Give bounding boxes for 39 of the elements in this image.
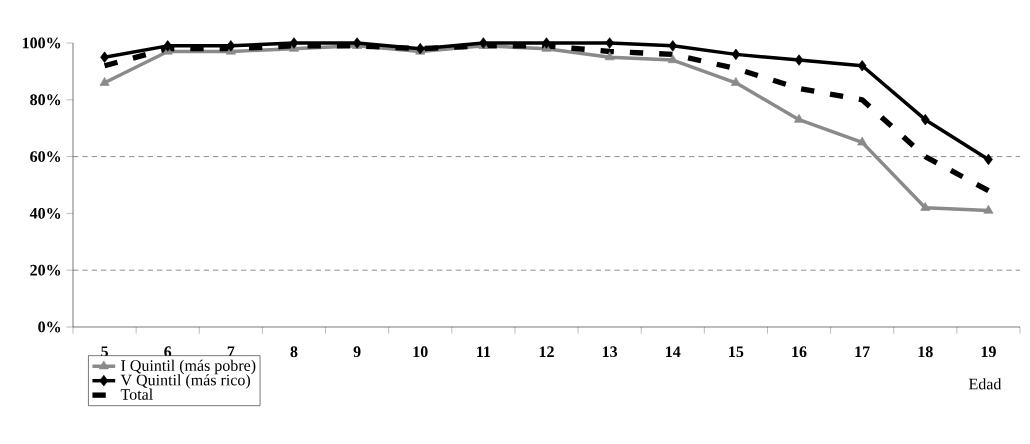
point <box>920 202 931 211</box>
point <box>983 204 994 214</box>
x-tick-label: 15 <box>729 346 744 358</box>
legend-label: Total <box>120 388 153 400</box>
x-axis-title: Edad <box>968 378 1002 390</box>
point <box>667 54 678 64</box>
x-tick-label: 8 <box>290 346 298 358</box>
x-tick-label: 17 <box>855 346 870 357</box>
point <box>100 51 109 63</box>
x-tick-label: 19 <box>981 346 996 358</box>
y-tick-label: 0% <box>38 321 61 333</box>
point <box>604 51 615 61</box>
x-tick-label: 10 <box>413 346 428 358</box>
point <box>542 37 551 49</box>
point <box>605 37 614 49</box>
y-tick-label: 20% <box>30 264 61 276</box>
y-tick-label: 80% <box>30 94 61 106</box>
point <box>99 77 110 86</box>
x-tick-label: 18 <box>918 346 933 358</box>
point <box>794 114 804 123</box>
point <box>668 40 678 52</box>
y-tick-label: 40% <box>29 207 61 219</box>
x-tick-label: 9 <box>353 346 361 358</box>
y-tick-label: 100% <box>22 37 61 49</box>
point <box>920 114 930 126</box>
point <box>794 54 804 66</box>
x-tick-label: 7 <box>227 346 235 357</box>
x-tick-label: 13 <box>602 346 618 358</box>
legend-label: V Quintil (más rico) <box>120 374 251 389</box>
point <box>857 136 868 146</box>
point <box>730 77 741 86</box>
point <box>289 37 299 49</box>
x-tick-label: 12 <box>539 346 554 357</box>
x-tick-label: 16 <box>792 346 807 358</box>
point <box>731 48 741 61</box>
x-tick-label: 14 <box>666 346 681 357</box>
y-tick-label: 60% <box>30 151 61 163</box>
x-tick-label: 11 <box>477 346 491 357</box>
legend-label: I Quintil (más pobre) <box>121 359 256 375</box>
